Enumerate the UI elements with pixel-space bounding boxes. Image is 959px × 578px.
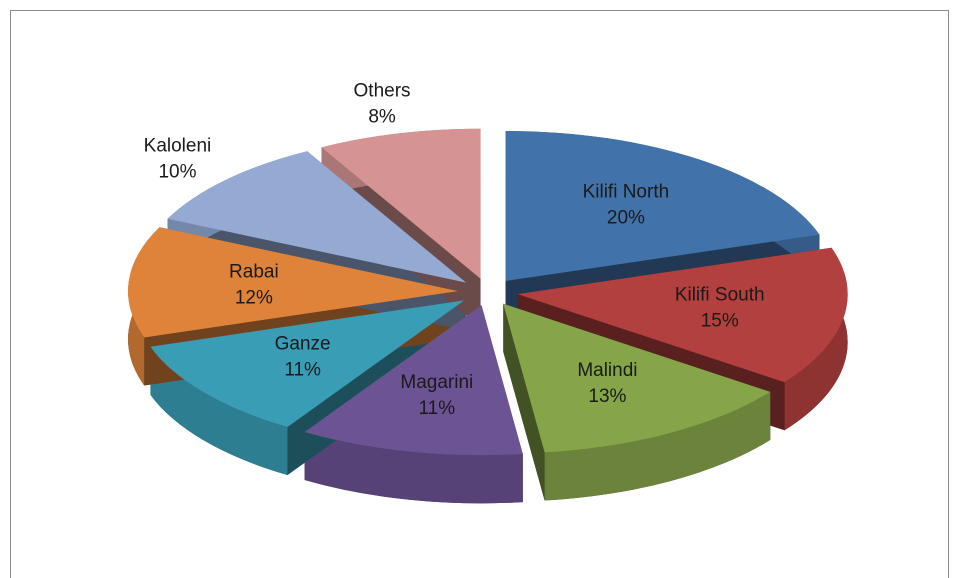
slice xyxy=(167,151,467,283)
slice xyxy=(128,227,459,338)
value-label: 10% xyxy=(158,161,196,182)
value-label: 8% xyxy=(368,106,396,127)
value-label: 11% xyxy=(419,398,456,419)
value-label: 11% xyxy=(284,359,321,380)
value-label: 15% xyxy=(701,311,739,332)
category-label: Ganze xyxy=(275,333,331,354)
slice-wall xyxy=(503,303,545,501)
value-label: 13% xyxy=(588,386,626,407)
slice xyxy=(321,128,481,279)
data-labels: Kilifi North 20% Kilifi South 15% Malindi 13%… xyxy=(144,80,765,419)
chart-border xyxy=(10,10,949,578)
slice xyxy=(517,247,848,383)
category-label: Kilifi South xyxy=(675,285,765,306)
category-label: Kaloleni xyxy=(144,135,212,156)
category-label: Rabai xyxy=(229,261,279,282)
slice xyxy=(304,305,523,456)
value-label: 20% xyxy=(607,208,645,229)
slice-tops xyxy=(128,128,848,456)
slice-side xyxy=(150,346,288,476)
value-label: 12% xyxy=(235,287,273,308)
slice xyxy=(503,303,771,453)
slice xyxy=(505,130,820,281)
category-label: Malindi xyxy=(577,360,637,381)
category-label: Kilifi North xyxy=(583,182,670,203)
slice-side xyxy=(544,391,771,501)
slice-side xyxy=(304,431,523,504)
slice xyxy=(150,300,465,428)
category-label: Others xyxy=(354,80,411,101)
category-label: Magarini xyxy=(400,372,473,393)
